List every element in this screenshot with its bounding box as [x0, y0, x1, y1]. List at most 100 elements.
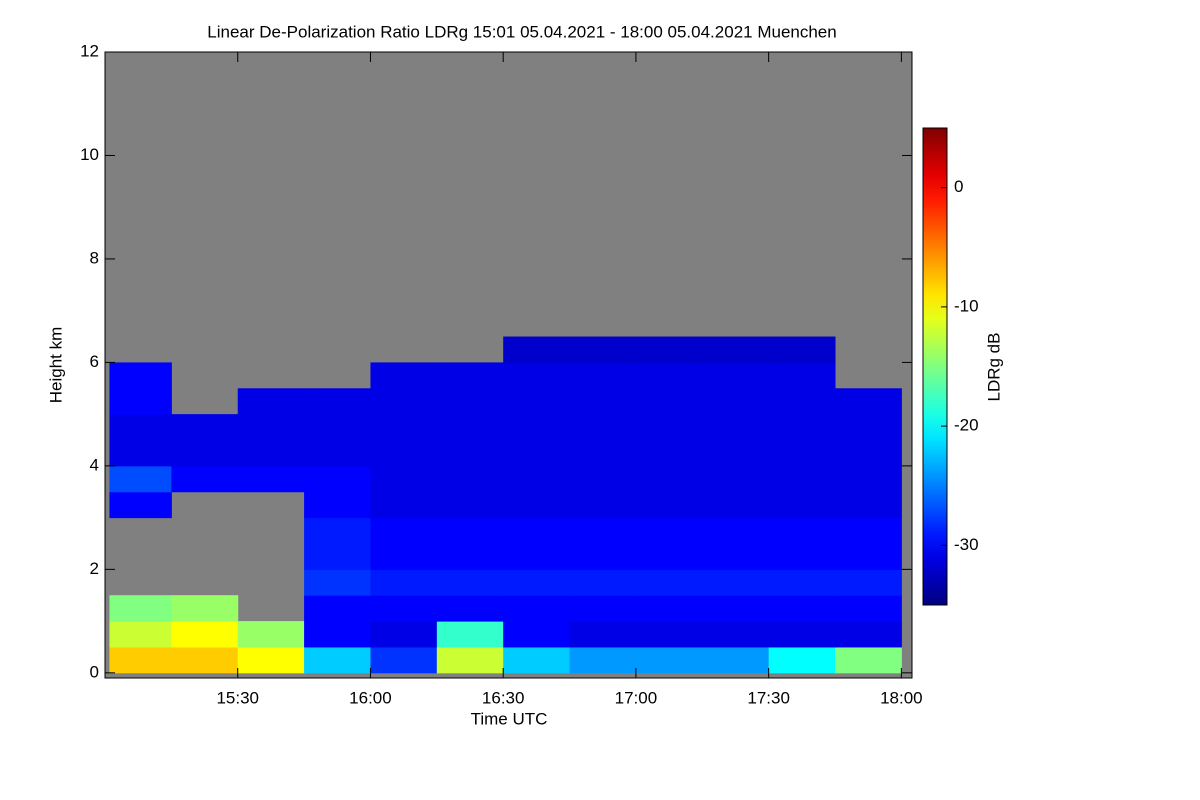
heat-cell: [370, 362, 438, 389]
heat-cell: [569, 543, 637, 570]
heat-cell: [569, 336, 637, 363]
y-tick-label: 8: [90, 248, 99, 267]
heat-cell: [370, 414, 438, 441]
heat-cell: [370, 491, 438, 519]
heat-cell: [436, 388, 504, 415]
heat-cell: [503, 414, 571, 441]
heat-cell: [768, 414, 836, 441]
heat-cell: [304, 646, 371, 674]
x-tick-label: 16:30: [482, 688, 525, 707]
heat-cell: [768, 388, 836, 415]
heat-cell: [503, 595, 571, 622]
heat-cell: [768, 362, 836, 389]
heat-cell: [370, 595, 438, 622]
heat-cell: [436, 440, 504, 467]
heat-cell: [109, 362, 172, 389]
heat-cell: [702, 569, 770, 596]
x-tick-label: 16:00: [349, 688, 392, 707]
heat-cell: [702, 362, 770, 389]
heat-cell: [304, 517, 371, 544]
heat-cell: [436, 465, 504, 493]
heat-cell: [370, 569, 438, 596]
heat-cell: [768, 517, 836, 544]
heat-cell: [569, 362, 637, 389]
heat-cell: [436, 491, 504, 519]
heat-cell: [569, 465, 637, 493]
heat-cell: [835, 465, 902, 493]
plot-frame: [104, 51, 913, 679]
heat-cell: [370, 388, 438, 415]
heat-cell: [768, 595, 836, 622]
heat-cell: [304, 414, 371, 441]
heat-cell: [370, 465, 438, 493]
heat-cell: [768, 621, 836, 648]
y-tick-label: 4: [90, 455, 99, 474]
heat-cell: [635, 646, 703, 674]
heat-cell: [635, 621, 703, 648]
heat-cell: [436, 646, 504, 674]
heat-cell: [569, 569, 637, 596]
heat-cell: [436, 414, 504, 441]
x-tick-label: 17:30: [747, 688, 790, 707]
heat-cell: [768, 336, 836, 363]
heat-cell: [835, 646, 902, 674]
heat-cell: [237, 465, 305, 493]
heat-cell: [171, 440, 239, 467]
y-tick-label: 10: [80, 145, 99, 164]
heat-cell: [109, 491, 172, 519]
heat-cell: [835, 517, 902, 544]
heat-cell: [835, 595, 902, 622]
heat-cell: [702, 543, 770, 570]
heat-cell: [304, 388, 371, 415]
heat-cell: [503, 362, 571, 389]
heat-cell: [503, 646, 571, 674]
heat-cell: [635, 491, 703, 519]
heat-cell: [768, 465, 836, 493]
heat-cell: [635, 336, 703, 363]
heat-cell: [109, 465, 172, 493]
x-axis-label: Time UTC: [471, 709, 548, 728]
heat-cell: [768, 543, 836, 570]
heat-cell: [237, 440, 305, 467]
heat-cell: [503, 465, 571, 493]
heat-cell: [702, 491, 770, 519]
heat-cell: [635, 414, 703, 441]
heat-cell: [635, 543, 703, 570]
heat-cell: [237, 388, 305, 415]
heat-cell: [304, 621, 371, 648]
heat-cell: [635, 569, 703, 596]
colorbar-tick-label: 0: [954, 177, 963, 196]
heat-cell: [768, 440, 836, 467]
heat-cell: [171, 595, 239, 622]
heat-cell: [171, 414, 239, 441]
heat-cell: [503, 491, 571, 519]
y-tick-label: 12: [80, 41, 99, 60]
heat-cell: [304, 440, 371, 467]
heat-cell: [768, 569, 836, 596]
heat-cell: [436, 543, 504, 570]
heat-cell: [702, 595, 770, 622]
heat-cell: [370, 517, 438, 544]
heat-cell: [702, 621, 770, 648]
heat-cell: [304, 491, 371, 519]
heat-cell: [436, 569, 504, 596]
heat-cell: [503, 440, 571, 467]
heat-cell: [835, 491, 902, 519]
heat-cell: [569, 646, 637, 674]
x-tick-label: 18:00: [880, 688, 923, 707]
heat-cell: [503, 621, 571, 648]
heat-cell: [702, 414, 770, 441]
colorbar-tick-label: -10: [954, 296, 979, 315]
heat-cell: [569, 491, 637, 519]
heat-cell: [569, 414, 637, 441]
y-axis-label: Height km: [46, 327, 65, 404]
heat-cell: [109, 414, 172, 441]
heat-cell: [635, 362, 703, 389]
plot-area: [105, 52, 912, 678]
chart-title: Linear De-Polarization Ratio LDRg 15:01 …: [207, 22, 836, 41]
heat-cell: [835, 621, 902, 648]
heat-cell: [109, 595, 172, 622]
heat-cell: [569, 621, 637, 648]
heat-cell: [768, 646, 836, 674]
